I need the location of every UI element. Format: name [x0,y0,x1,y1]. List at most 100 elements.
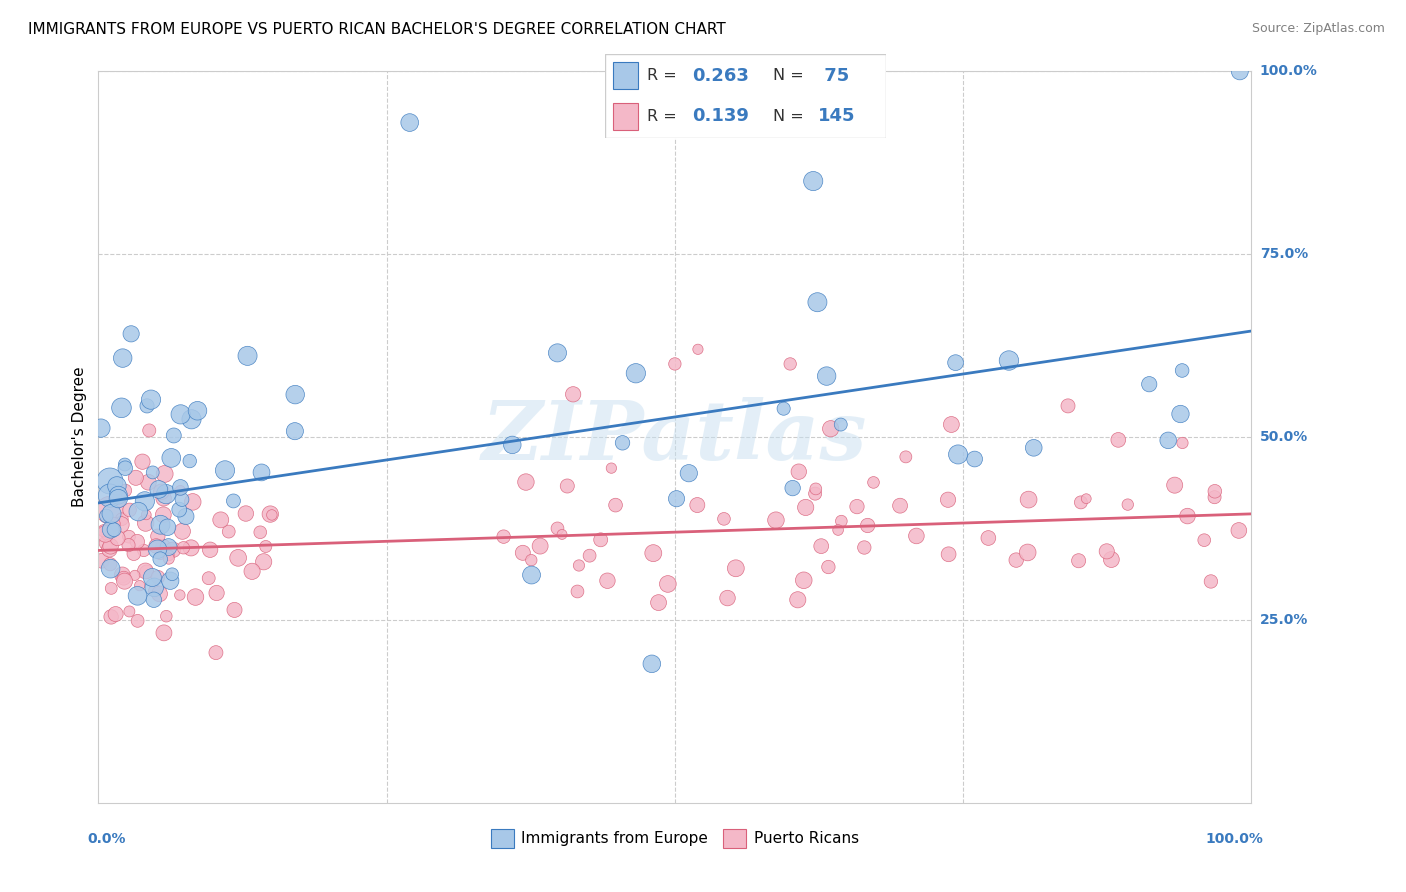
Text: N =: N = [773,68,804,83]
Point [167,502,190,516]
Point [236,349,259,363]
Bar [613,62,638,89]
Point [562,387,585,401]
Point [104,607,127,621]
Point [100,539,122,553]
Point [138,475,160,490]
Text: 75: 75 [818,67,849,85]
Point [529,539,551,553]
Point [149,517,172,532]
Point [787,465,810,479]
Point [724,561,747,575]
Point [141,570,163,584]
Point [782,481,804,495]
Point [110,401,132,415]
Point [181,495,204,509]
FancyBboxPatch shape [605,54,886,138]
Point [889,499,911,513]
Point [963,452,986,467]
Point [1163,478,1185,492]
Point [398,115,420,129]
Point [148,483,170,497]
Point [122,547,145,561]
Point [801,174,824,188]
Point [1057,399,1080,413]
Legend: Immigrants from Europe, Puerto Ricans: Immigrants from Europe, Puerto Ricans [485,822,865,854]
Point [1076,491,1098,506]
Point [260,508,283,522]
Point [827,523,849,537]
Text: 75.0%: 75.0% [1260,247,1308,261]
Point [501,438,523,452]
Point [105,479,128,493]
Point [90,554,112,568]
Point [160,567,183,582]
Point [152,540,174,554]
Point [214,463,236,477]
Bar [613,103,638,130]
Point [103,523,125,537]
Text: 100.0%: 100.0% [1260,64,1317,78]
Text: 50.0%: 50.0% [1260,430,1308,444]
Point [830,514,852,528]
Point [205,586,228,600]
Text: N =: N = [773,109,804,124]
Point [134,564,156,578]
Y-axis label: Bachelor's Degree: Bachelor's Degree [72,367,87,508]
Point [1018,492,1040,507]
Text: Source: ZipAtlas.com: Source: ZipAtlas.com [1251,22,1385,36]
Point [810,539,832,553]
Point [713,512,735,526]
Point [98,503,121,517]
Point [142,592,165,607]
Point [125,471,148,485]
Point [172,524,194,539]
Point [186,403,208,417]
Point [163,428,186,442]
Point [686,343,709,357]
Point [253,555,276,569]
Point [100,523,122,537]
Point [856,518,879,533]
Point [155,487,177,501]
Point [235,507,257,521]
Point [118,604,141,618]
Point [180,412,202,426]
Point [94,526,117,541]
Point [578,549,600,563]
Point [98,474,121,488]
Point [1116,498,1139,512]
Point [605,498,627,512]
Point [1199,574,1222,589]
Point [624,366,647,380]
Point [198,542,221,557]
Point [139,392,162,407]
Point [120,326,142,341]
Point [664,357,686,371]
Point [169,408,191,422]
Point [160,450,183,465]
Point [114,483,136,498]
Point [551,527,574,541]
Point [98,558,121,572]
Point [135,565,157,579]
Point [641,657,664,671]
Point [1227,524,1250,538]
Point [143,581,166,595]
Point [135,508,157,522]
Point [804,482,827,496]
Point [162,542,184,557]
Point [111,351,134,365]
Point [118,530,141,544]
Point [1022,441,1045,455]
Point [128,579,150,593]
Point [894,450,917,464]
Point [127,505,149,519]
Point [127,614,149,628]
Point [515,475,537,489]
Point [567,584,589,599]
Point [174,509,197,524]
Point [806,295,828,310]
Point [793,574,815,588]
Point [114,458,136,472]
